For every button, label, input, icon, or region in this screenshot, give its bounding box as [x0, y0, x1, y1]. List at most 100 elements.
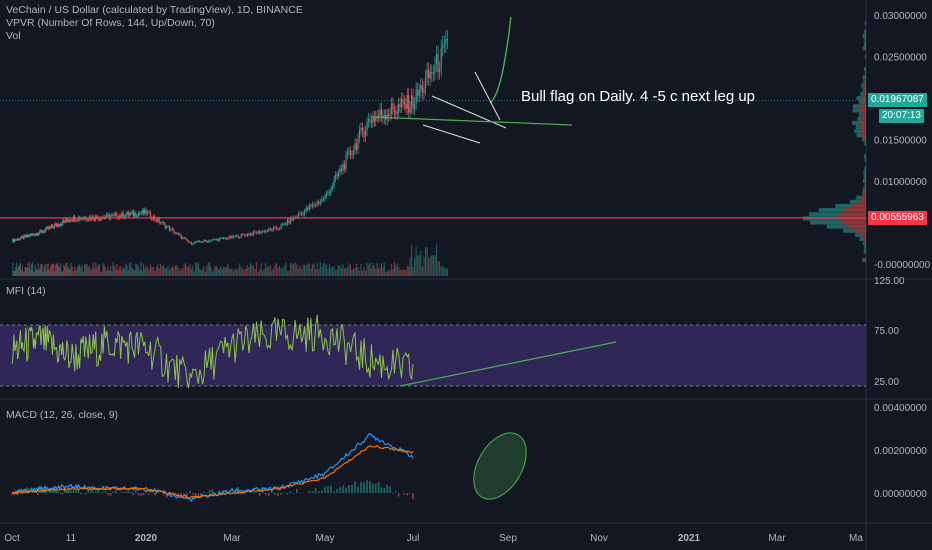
macd-histogram-bar [351, 484, 353, 493]
candle-body [40, 230, 42, 232]
volume-bar [228, 267, 230, 276]
volume-bar [319, 262, 321, 276]
macd-tick-label: 0.00000000 [874, 489, 927, 500]
volume-bar [232, 270, 235, 276]
vpvr-bar [826, 224, 866, 229]
macd-histogram-bar [85, 493, 87, 495]
volume-bar [262, 270, 264, 276]
vpvr-up [862, 87, 865, 92]
volume-bar [286, 271, 288, 276]
candle-body [311, 204, 314, 207]
candle-body [348, 150, 350, 153]
volume-bar [33, 271, 35, 276]
candle-body [316, 201, 318, 205]
volume-bar [385, 271, 387, 276]
volume-bar [429, 256, 431, 276]
volume-bar [111, 271, 113, 276]
candle-body [46, 227, 48, 229]
macd-histogram-bar [97, 488, 99, 493]
volume-bar [46, 263, 48, 276]
candle-body [237, 235, 239, 238]
candle-body [59, 225, 61, 227]
volume-bar [236, 269, 238, 276]
candle-body [195, 242, 197, 243]
volume-bar [398, 266, 400, 276]
vpvr-bar [852, 104, 866, 109]
macd-histogram-bar [240, 493, 242, 495]
volume-bar [266, 267, 268, 276]
candle-body [390, 103, 393, 114]
candle-body [31, 234, 33, 236]
volume-bar [34, 264, 36, 276]
candle-body [216, 239, 218, 240]
vpvr-bar [864, 54, 866, 59]
candle-body [26, 234, 28, 237]
macd-histogram-bar [154, 493, 156, 496]
volume-bar [106, 270, 108, 276]
volume-bar [389, 270, 391, 276]
volume-bar [85, 263, 87, 276]
vpvr-down [864, 187, 866, 192]
volume-bar [108, 270, 110, 276]
candle-body [379, 109, 381, 117]
volume-bar [88, 265, 91, 276]
macd-histogram-bar [87, 488, 90, 493]
candle-body [380, 109, 383, 116]
vpvr-up [862, 191, 865, 196]
volume-bar [390, 263, 393, 276]
candle-body [369, 119, 371, 121]
candle-body [337, 173, 340, 177]
candle-body [186, 238, 188, 241]
candle-body [122, 212, 124, 218]
volume-bar [81, 265, 83, 276]
volume-bar [324, 263, 326, 276]
vpvr-up [863, 249, 865, 254]
candle-body [106, 214, 108, 218]
time-tick-label: 2021 [678, 533, 701, 544]
volume-bar [403, 269, 405, 276]
candle-body [155, 219, 157, 222]
macd-histogram-bar [277, 493, 279, 496]
volume-bar [76, 267, 78, 276]
candle-body [34, 234, 36, 236]
candle-body [29, 235, 31, 237]
vpvr-up [854, 129, 861, 134]
volume-bar [372, 263, 374, 276]
candle-body [63, 220, 65, 222]
candle-body [144, 209, 146, 214]
candle-body [399, 104, 401, 107]
macd-histogram-bar [308, 491, 311, 493]
candle-body [24, 235, 26, 237]
vpvr-up [862, 33, 865, 38]
volume-bar [367, 264, 370, 276]
macd-line [12, 432, 414, 503]
volume-bar [376, 262, 378, 276]
vpvr-bar [818, 208, 866, 213]
macd-histogram-bar [145, 491, 147, 493]
vpvr-bar [862, 137, 866, 142]
volume-bar [136, 264, 138, 276]
vpvr-bar [864, 245, 866, 250]
candle-body [15, 239, 17, 241]
price-tick-label: 0.01500000 [874, 136, 927, 147]
macd-histogram-bar [211, 489, 214, 493]
candle-body [431, 71, 433, 75]
candle-body [375, 116, 377, 121]
macd-histogram-bar [114, 490, 117, 493]
volume-bar [189, 264, 191, 276]
candle-body [325, 193, 328, 197]
flag-pole-line [474, 71, 501, 121]
vpvr-bar [857, 116, 866, 121]
macd-histogram-bar [286, 493, 289, 495]
volume-bar [56, 262, 59, 276]
vpvr-bar [810, 220, 866, 225]
candle-body [446, 38, 449, 41]
volume-bar [428, 258, 430, 276]
vpvr-down [859, 108, 866, 113]
volume-bar [39, 267, 41, 276]
vpvr-down [864, 179, 866, 183]
macd-histogram-bar [383, 487, 386, 493]
volume-bar [101, 271, 103, 276]
macd-histogram-bar [268, 493, 270, 497]
